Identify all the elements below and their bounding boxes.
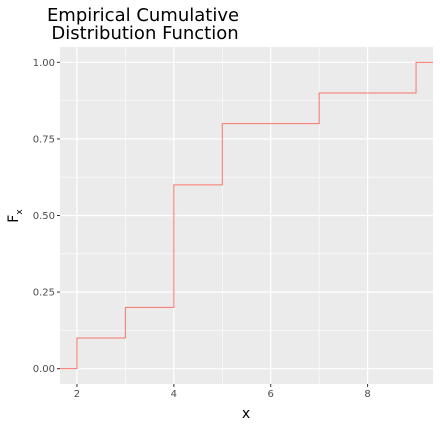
y-tick-label: 0.25 — [33, 288, 55, 299]
ecdf-step-line — [60, 61, 433, 370]
y-axis: 0.00 0.25 0.50 0.75 1.00 — [33, 58, 60, 375]
y-tick-label: 0.50 — [33, 211, 55, 222]
x-tick-label: 4 — [171, 389, 177, 400]
y-tick-label: 0.00 — [33, 364, 55, 375]
x-axis-title: x — [242, 406, 250, 422]
y-tick-label: 0.75 — [33, 134, 55, 145]
y-axis-title-subscript: x — [15, 209, 25, 215]
y-tick-label: 1.00 — [33, 58, 55, 69]
y-axis-title-main: F — [6, 215, 22, 223]
y-axis-title: Fx — [6, 209, 25, 223]
chart-title-line-1: Empirical Cumulative — [47, 5, 239, 26]
x-tick-label: 8 — [364, 389, 370, 400]
svg-text:Fx: Fx — [6, 209, 25, 223]
x-axis: 2 4 6 8 — [74, 384, 371, 400]
x-tick-label: 6 — [268, 389, 274, 400]
chart-title-line-2: Distribution Function — [51, 23, 238, 44]
x-tick-label: 2 — [74, 389, 80, 400]
